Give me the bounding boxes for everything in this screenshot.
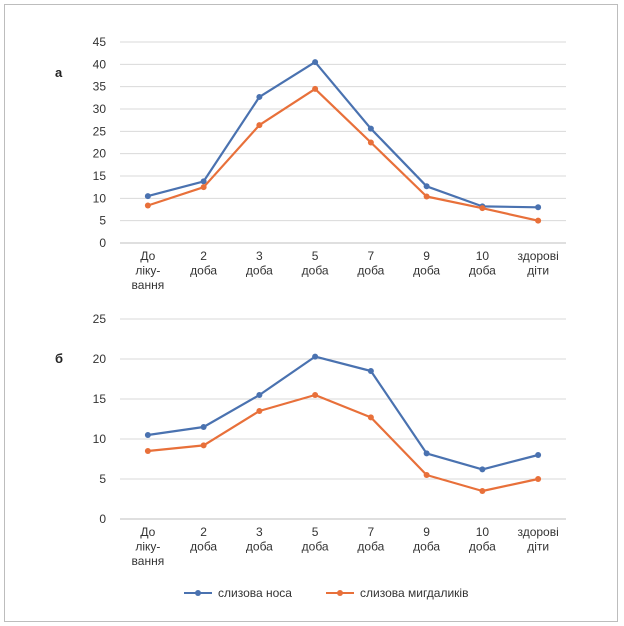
series-point-1 <box>200 184 207 191</box>
x-category-label: 9 <box>423 525 430 539</box>
x-category-label: доба <box>469 540 496 554</box>
series-point-0 <box>367 368 374 374</box>
y-tick-label: 25 <box>93 312 107 326</box>
y-tick-label: 0 <box>99 512 106 526</box>
series-point-1 <box>144 448 151 454</box>
x-category-label: 3 <box>256 525 263 539</box>
series-point-1 <box>256 122 263 129</box>
series-line-1 <box>147 393 539 493</box>
series-point-0 <box>423 450 430 457</box>
x-category-label: До <box>140 525 155 539</box>
x-category-label: вання <box>132 554 165 568</box>
y-tick-label: 15 <box>93 169 107 183</box>
y-tick-label: 10 <box>93 191 107 205</box>
x-category-label: діти <box>527 264 549 278</box>
panel-label-b: б <box>55 351 63 366</box>
chart-a: 051015202530354045Доліку-вання2доба3доба… <box>93 35 566 292</box>
x-category-label: доба <box>246 264 273 278</box>
y-tick-label: 20 <box>93 352 107 366</box>
x-category-label: доба <box>469 264 496 278</box>
series-point-1 <box>479 205 486 212</box>
legend-marker-nose <box>195 590 201 596</box>
series-point-1 <box>479 488 486 494</box>
series-point-0 <box>256 392 263 398</box>
x-category-label: доба <box>190 264 217 278</box>
y-tick-label: 15 <box>93 392 107 406</box>
x-category-label: 2 <box>200 249 207 263</box>
x-category-label: доба <box>302 540 329 554</box>
series-point-0 <box>423 183 430 190</box>
series-point-1 <box>423 472 430 478</box>
series-point-1 <box>200 442 207 449</box>
series-point-0 <box>200 178 207 185</box>
x-category-label: До <box>140 249 155 263</box>
x-category-label: діти <box>527 540 549 554</box>
series-point-1 <box>312 85 319 92</box>
y-tick-label: 10 <box>93 432 107 446</box>
x-category-label: 10 <box>476 525 490 539</box>
series-point-0 <box>535 452 542 458</box>
x-category-label: 10 <box>476 249 490 263</box>
x-category-label: 9 <box>423 249 430 263</box>
x-category-label: 5 <box>312 249 319 263</box>
series-point-0 <box>144 432 151 438</box>
y-tick-label: 30 <box>93 102 107 116</box>
legend: слизова носа слизова мигдаликів <box>184 586 468 600</box>
y-tick-label: 40 <box>93 57 107 71</box>
series-point-1 <box>423 193 430 200</box>
series-point-0 <box>312 353 319 360</box>
x-category-label: доба <box>413 540 440 554</box>
x-category-label: ліку- <box>135 264 160 278</box>
series-line-1 <box>147 87 539 222</box>
x-category-label: 3 <box>256 249 263 263</box>
chart-b: 0510152025Доліку-вання2доба3доба5доба7до… <box>93 312 566 568</box>
x-category-label: доба <box>357 540 384 554</box>
x-category-label: доба <box>190 540 217 554</box>
y-tick-label: 45 <box>93 35 107 49</box>
y-tick-label: 5 <box>99 214 106 228</box>
y-tick-label: 5 <box>99 472 106 486</box>
x-category-label: здорові <box>517 249 558 263</box>
series-point-0 <box>367 125 374 132</box>
series-point-0 <box>200 424 207 430</box>
x-category-label: вання <box>132 278 165 292</box>
x-category-label: доба <box>413 264 440 278</box>
x-category-label: 5 <box>312 525 319 539</box>
x-category-label: доба <box>357 264 384 278</box>
y-tick-label: 20 <box>93 147 107 161</box>
x-category-label: здорові <box>517 525 558 539</box>
series-line-0 <box>147 355 539 471</box>
legend-label-nose: слизова носа <box>218 586 292 600</box>
x-category-label: доба <box>246 540 273 554</box>
series-point-1 <box>367 414 374 421</box>
series-point-0 <box>256 93 263 100</box>
series-point-0 <box>144 193 151 200</box>
series-point-1 <box>535 476 542 482</box>
series-point-0 <box>535 204 542 211</box>
y-tick-label: 25 <box>93 124 107 138</box>
legend-label-tonsils: слизова мигдаликів <box>360 586 468 600</box>
x-category-label: ліку- <box>135 540 160 554</box>
legend-marker-tonsils <box>337 590 343 596</box>
series-point-1 <box>256 408 263 414</box>
x-category-label: доба <box>302 264 329 278</box>
panel-label-a: а <box>55 65 63 80</box>
x-category-label: 7 <box>368 249 375 263</box>
series-point-1 <box>144 202 151 209</box>
x-category-label: 2 <box>200 525 207 539</box>
y-tick-label: 0 <box>99 236 106 250</box>
series-point-1 <box>535 217 542 224</box>
series-point-0 <box>479 466 486 473</box>
series-line-0 <box>147 60 539 209</box>
x-category-label: 7 <box>368 525 375 539</box>
y-tick-label: 35 <box>93 80 107 94</box>
series-point-1 <box>312 392 319 398</box>
series-point-1 <box>367 139 374 146</box>
series-point-0 <box>312 59 319 66</box>
